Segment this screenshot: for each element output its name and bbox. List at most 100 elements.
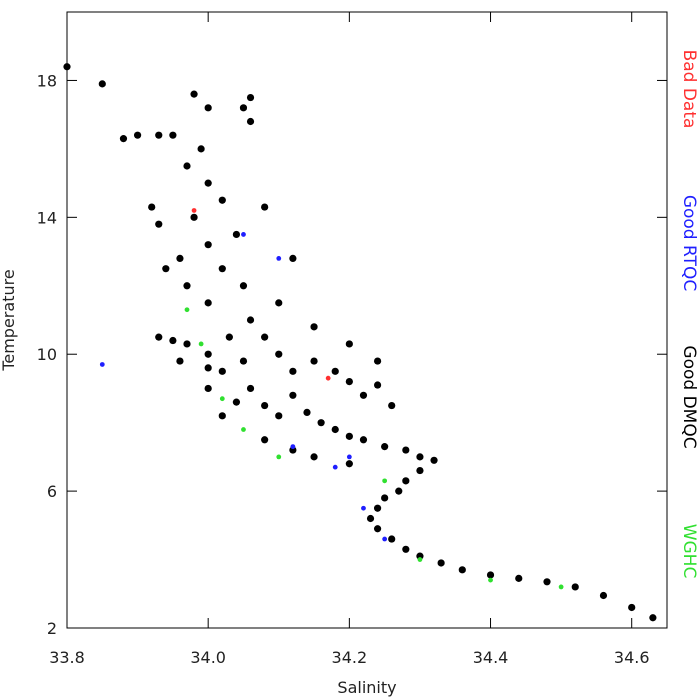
x-tick-label: 34.4 [473,648,509,667]
point [628,603,636,612]
point [345,340,353,348]
point [515,574,523,582]
point [276,454,282,460]
point [382,478,388,484]
point [204,299,212,307]
point [359,391,368,399]
point [310,453,318,461]
point [169,131,177,139]
point [99,362,105,367]
point [402,477,410,485]
point [241,232,246,237]
legend-label: WGHC [679,524,699,579]
point [239,357,248,365]
point [373,525,382,533]
point [155,131,163,139]
legend-label: Good DMQC [679,345,699,448]
point [162,265,170,273]
y-tick-label: 6 [47,482,57,501]
point [63,63,71,71]
point [416,552,424,560]
point [388,535,396,543]
point [289,367,297,375]
point [261,401,269,410]
x-axis-label: Salinity [337,678,396,697]
point [204,384,212,393]
point [599,591,608,600]
point [232,230,241,239]
point [119,135,128,143]
point [261,436,269,444]
point [275,412,283,420]
point [190,90,198,98]
legend-label: Bad Data [679,50,699,129]
point [325,375,331,381]
point [155,333,163,341]
point [345,460,353,468]
x-tick-label: 34.2 [332,648,368,667]
point [289,446,297,454]
point [332,464,338,470]
point [204,241,212,249]
point [382,536,388,542]
point [218,412,226,420]
point [191,208,197,213]
legend-label: Good RTQC [679,195,699,291]
point [155,220,163,228]
point [204,350,212,358]
point [218,265,226,273]
point [204,364,212,372]
point [430,456,438,464]
point [458,566,466,574]
point [232,398,241,406]
point [133,131,142,139]
point [246,93,255,102]
y-tick-label: 10 [37,345,57,364]
point [239,282,248,290]
point [373,357,382,365]
point [437,559,445,567]
point [543,578,551,586]
point [402,545,410,553]
point [98,80,106,88]
point [558,584,564,590]
point [246,316,255,324]
point [204,179,212,187]
point [373,504,382,512]
y-tick-label: 2 [47,619,57,638]
point [218,367,226,375]
x-tick-label: 34.0 [190,648,226,667]
point [571,583,579,591]
point [488,577,493,583]
point [359,436,368,444]
point [261,203,269,211]
point [275,299,283,307]
point [290,444,296,450]
point [198,341,204,347]
point [246,384,255,393]
point [361,505,366,511]
point [381,443,389,451]
point [317,419,325,427]
point [261,333,269,341]
point [416,466,424,475]
point [218,196,226,204]
x-tick-label: 33.8 [49,648,85,667]
point [197,145,205,153]
point [416,453,424,461]
point [303,408,311,416]
y-axis-label: Temperature [0,269,18,371]
point [190,213,198,221]
point [310,323,318,331]
point [169,336,177,345]
point [331,425,339,434]
point [649,614,657,622]
point [219,396,225,402]
point [184,307,190,313]
point [176,357,184,365]
point [345,432,353,440]
y-tick-label: 14 [37,208,57,227]
point [183,282,191,290]
point [239,104,248,112]
